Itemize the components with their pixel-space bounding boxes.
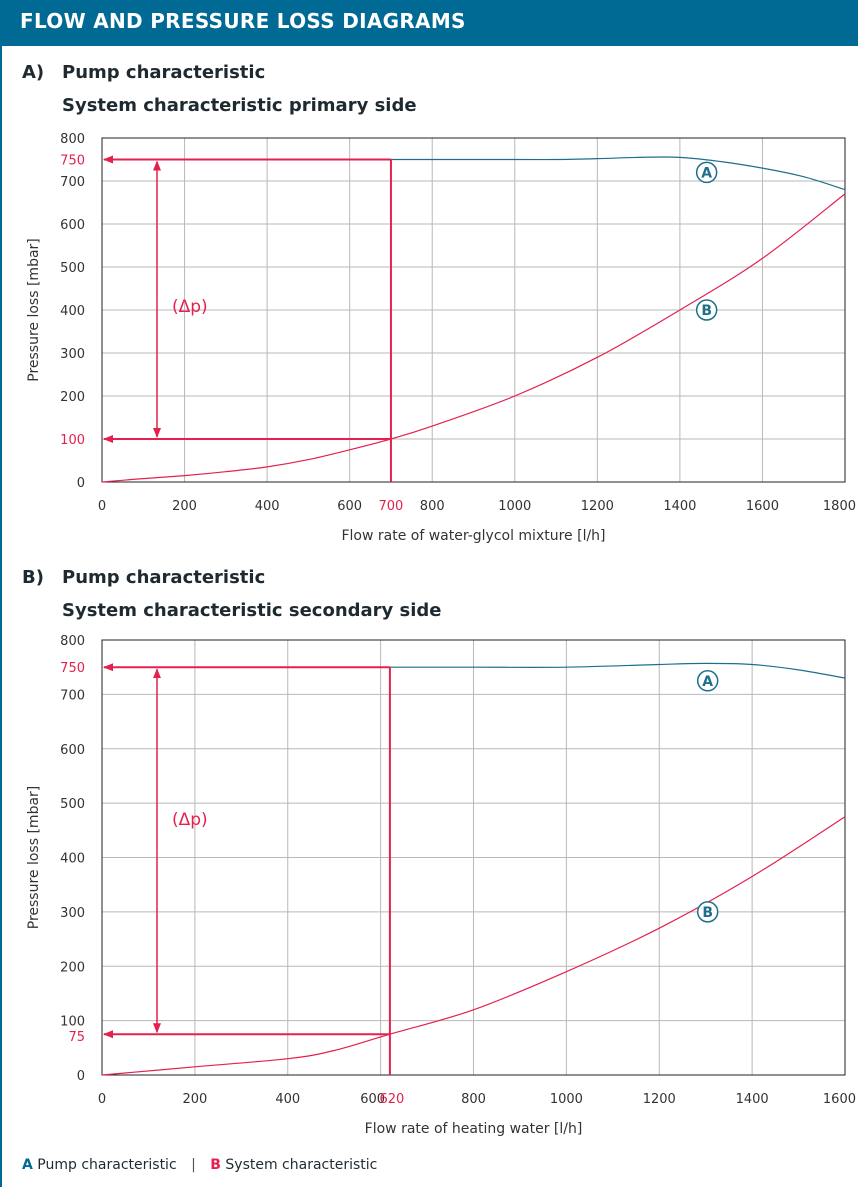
- x-tick-label: 1800: [823, 499, 856, 514]
- y-tick-label: 600: [60, 218, 85, 233]
- legend-a-letter: A: [22, 1157, 33, 1173]
- x-tick-label: 800: [420, 499, 445, 514]
- curve-label-text: A: [702, 674, 713, 690]
- y-tick-label: 800: [60, 634, 85, 649]
- x-tick-label: 1400: [663, 499, 696, 514]
- y-tick-label: 100: [60, 1015, 85, 1030]
- section-b-subtitle: System characteristic secondary side: [62, 600, 442, 621]
- page-header: FLOW AND PRESSURE LOSS DIAGRAMS: [0, 0, 858, 46]
- system-characteristic-curve: [101, 816, 846, 1076]
- curve-label-a: A: [696, 670, 719, 692]
- pump-characteristic-curve: [389, 662, 846, 679]
- y-tick-label: 500: [60, 797, 85, 812]
- page-title: FLOW AND PRESSURE LOSS DIAGRAMS: [20, 9, 466, 33]
- x-tick-label: 0: [98, 499, 106, 514]
- y-tick-label: 800: [60, 132, 85, 147]
- y-tick-label: 400: [60, 304, 85, 319]
- legend-b-label: System characteristic: [225, 1157, 378, 1173]
- curve-label-circle: [695, 299, 718, 321]
- y-axis-label: Pressure loss [mbar]: [26, 238, 42, 382]
- delta-p-label: (Δp): [172, 297, 208, 317]
- x-tick-label: 400: [255, 499, 280, 514]
- x-tick-label: 600: [360, 1092, 385, 1107]
- y-tick-label: 300: [60, 906, 85, 921]
- y-tick-label: 200: [60, 960, 85, 975]
- curve-label-text: B: [701, 303, 712, 319]
- plot-frame: [101, 137, 846, 483]
- y-high-value-label: 750: [60, 661, 85, 676]
- y-low-value-label: 100: [60, 433, 85, 448]
- delta-p-label: (Δp): [172, 810, 208, 830]
- section-a-subtitle: System characteristic primary side: [62, 95, 417, 116]
- section-a-letter: A): [22, 62, 45, 83]
- y-tick-label: 300: [60, 347, 85, 362]
- x-tick-label: 1200: [643, 1092, 676, 1107]
- section-b-letter: B): [22, 567, 44, 588]
- y-high-value-label: 750: [60, 154, 85, 169]
- curve-label-circle: [696, 670, 719, 692]
- x-operating-value-label: 700: [379, 499, 404, 514]
- x-tick-label: 800: [461, 1092, 486, 1107]
- y-low-value-label: 75: [68, 1030, 85, 1045]
- curve-label-b: B: [695, 299, 718, 321]
- legend-separator: |: [191, 1157, 196, 1173]
- y-tick-label: 400: [60, 852, 85, 867]
- curve-label-circle: [696, 901, 719, 923]
- section-b-title: Pump characteristic: [62, 567, 266, 588]
- curve-label-text: A: [701, 165, 712, 181]
- legend: A Pump characteristic | B System charact…: [22, 1157, 377, 1173]
- x-tick-label: 200: [172, 499, 197, 514]
- x-tick-label: 1600: [746, 499, 779, 514]
- x-tick-label: 1000: [498, 499, 531, 514]
- y-high-label-bg: [56, 149, 88, 168]
- x-tick-label: 400: [275, 1092, 300, 1107]
- legend-a-label: Pump characteristic: [37, 1157, 177, 1173]
- x-tick-label: 1600: [823, 1092, 856, 1107]
- y-tick-label: 0: [77, 1069, 85, 1084]
- curve-label-a: A: [695, 161, 718, 184]
- section-a-title: Pump characteristic: [62, 62, 266, 83]
- y-tick-label: 700: [60, 175, 85, 190]
- y-tick-label: 600: [60, 743, 85, 758]
- x-tick-label: 1200: [581, 499, 614, 514]
- legend-b-letter: B: [210, 1157, 221, 1173]
- plot-frame: [101, 639, 846, 1076]
- chart-a: 0 100 200 300 400 500 600 700 800 0 200 400 600 800 10…: [26, 132, 856, 544]
- curve-label-text: B: [702, 905, 713, 921]
- x-tick-label: 1400: [736, 1092, 769, 1107]
- x-operating-value-label: 620: [379, 1092, 404, 1107]
- x-tick-label: 0: [98, 1092, 106, 1107]
- y-tick-label: 0: [77, 476, 85, 491]
- y-tick-label: 700: [60, 688, 85, 703]
- y-axis-label: Pressure loss [mbar]: [26, 786, 42, 930]
- x-axis-label: Flow rate of heating water [l/h]: [365, 1121, 583, 1137]
- x-axis-label: Flow rate of water-glycol mixture [l/h]: [341, 528, 605, 544]
- y-tick-label: 500: [60, 261, 85, 276]
- x-tick-label: 1000: [550, 1092, 583, 1107]
- y-high-label-bg: [56, 657, 88, 676]
- x-tick-label: 600: [337, 499, 362, 514]
- y-tick-label: 200: [60, 390, 85, 405]
- curve-label-circle: [695, 161, 718, 184]
- x-tick-label: 200: [182, 1092, 207, 1107]
- curve-label-b: B: [696, 901, 719, 923]
- y-low-label-bg: [56, 430, 88, 447]
- pump-characteristic-curve: [390, 156, 846, 191]
- left-accent-bar: [0, 0, 2, 1187]
